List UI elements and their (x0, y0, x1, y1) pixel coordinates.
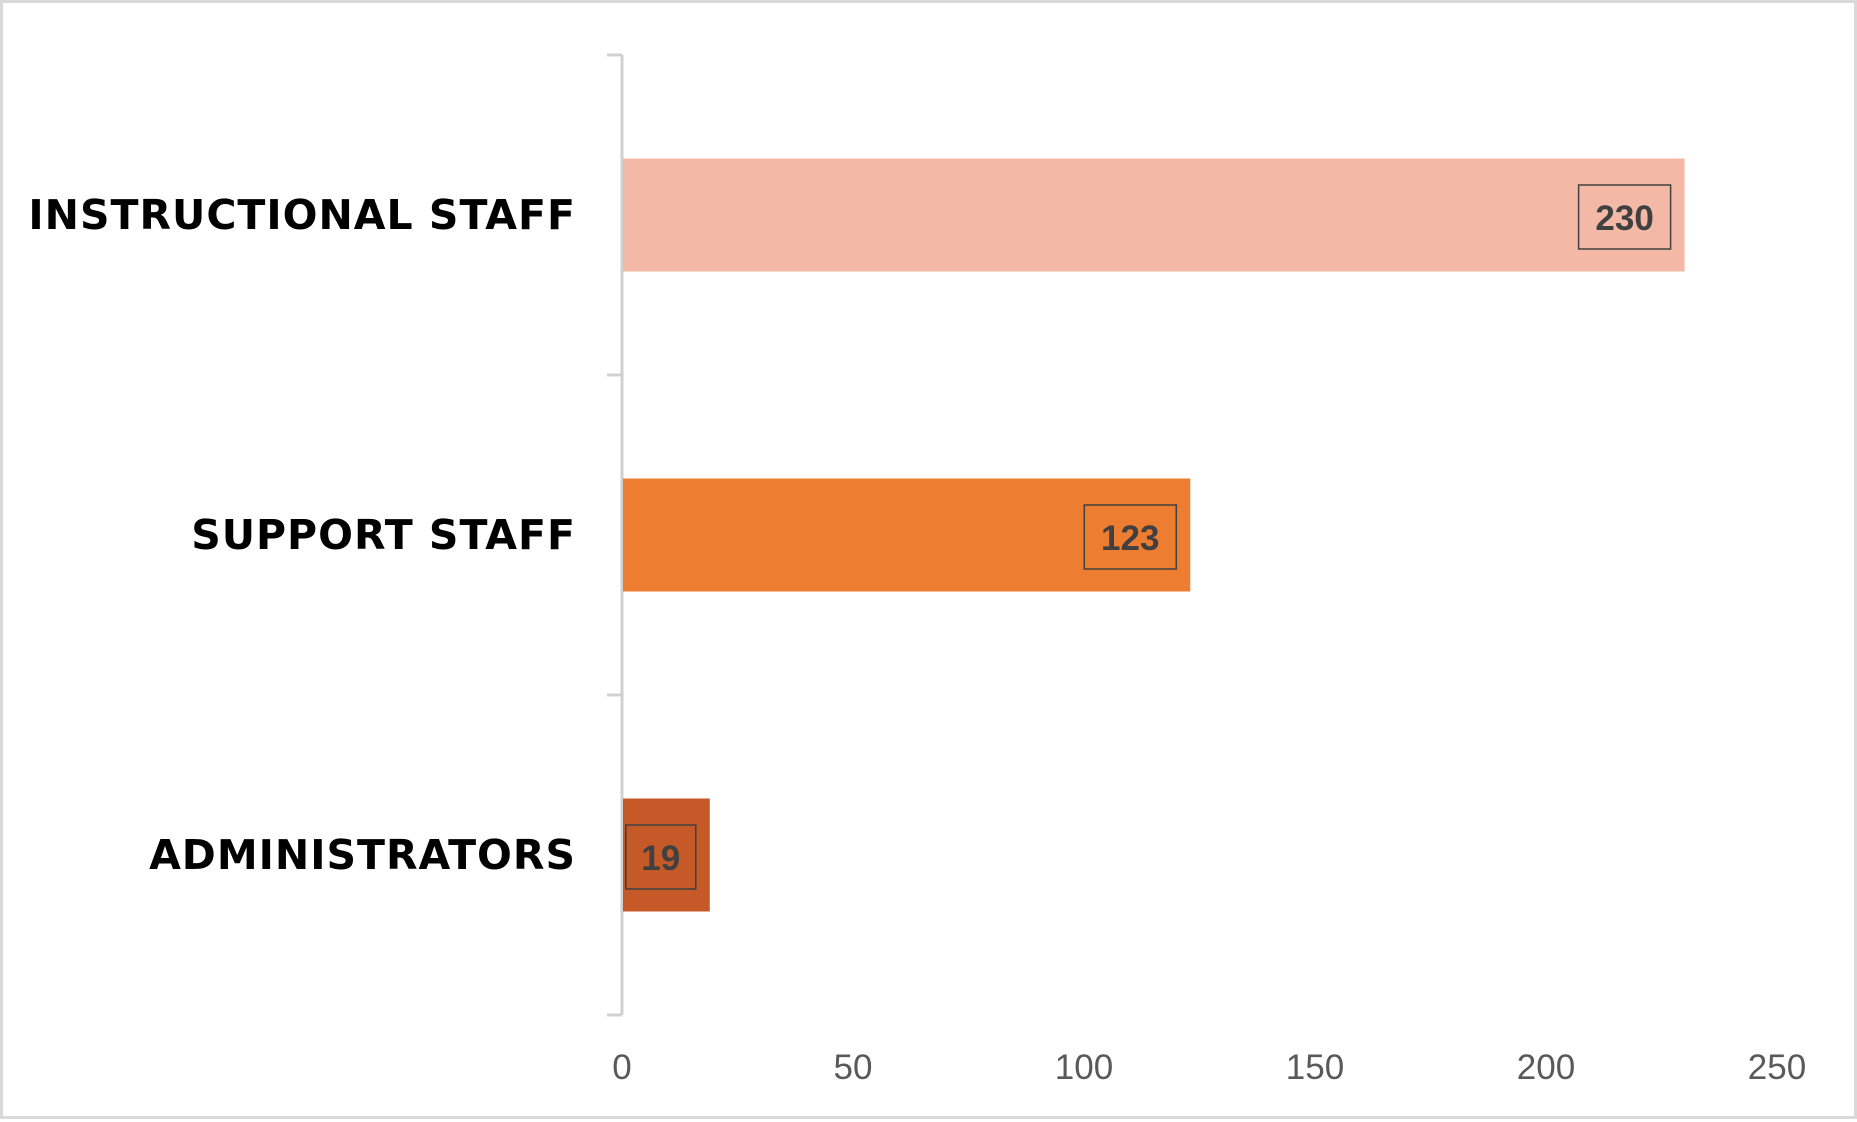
x-tick-label: 50 (834, 1048, 873, 1087)
category-label: INSTRUCTIONAL STAFF (28, 191, 576, 239)
data-label-box (1083, 504, 1178, 570)
bar-chart: 0 50 100 150 200 250 INSTRUCTIONAL STAFF 230 SUP… (28, 53, 1806, 1087)
x-tick-label: 0 (612, 1048, 631, 1087)
data-label: 230 (1595, 199, 1653, 238)
x-tick-label: 250 (1748, 1048, 1806, 1087)
label-layer: 0 50 100 150 200 250 INSTRUCTIONAL STAFF 230 SUP… (28, 184, 1806, 1087)
x-tick-label: 100 (1055, 1048, 1113, 1087)
axis-layer (607, 53, 624, 1017)
category-label: SUPPORT STAFF (191, 511, 576, 559)
data-label: 19 (641, 839, 680, 878)
data-label: 123 (1101, 519, 1159, 558)
bar (623, 478, 1191, 592)
data-label-box (625, 824, 697, 890)
x-tick-label: 150 (1286, 1048, 1344, 1087)
bar (623, 158, 1685, 272)
category-label: ADMINISTRATORS (149, 831, 576, 879)
x-tick-label: 200 (1517, 1048, 1575, 1087)
data-label-box (1577, 184, 1672, 250)
